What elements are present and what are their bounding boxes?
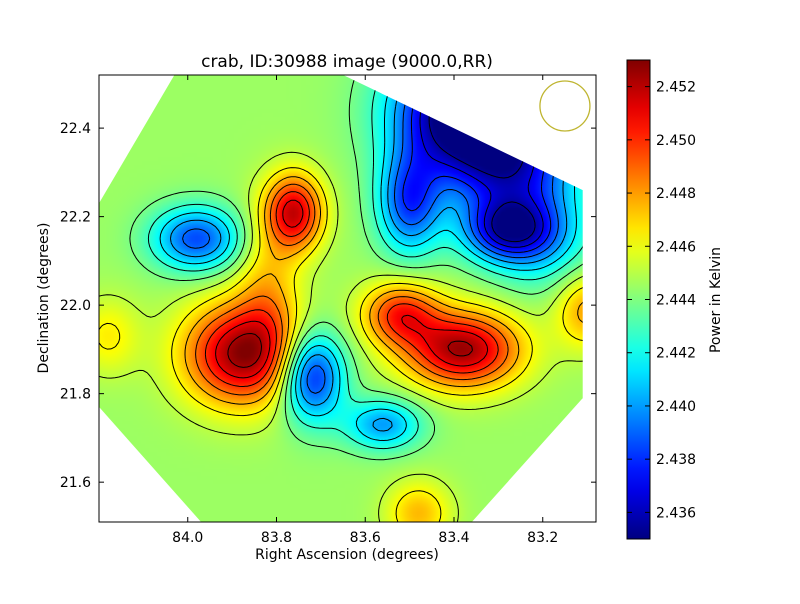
x-axis-label: Right Ascension (degrees) <box>255 547 439 563</box>
y-tick-label: 22.4 <box>60 121 91 137</box>
contour-level-10 <box>184 176 583 405</box>
x-tick-label: 83.8 <box>261 530 292 546</box>
colorbar-ticks: 2.436 2.438 2.440 2.442 2.444 2.446 2.448 2.450… <box>627 80 696 521</box>
contour-level-12 <box>204 191 499 387</box>
contour-level-14 <box>227 333 473 368</box>
colorbar-tick-label: 2.452 <box>656 80 696 96</box>
plot-frame <box>98 74 597 523</box>
y-axis: 21.6 21.8 22.0 22.2 22.4 <box>60 121 596 491</box>
chart-title: crab, ID:30988 image (9000.0,RR) <box>201 52 493 72</box>
contour-level-13 <box>215 199 489 379</box>
x-axis: 84.0 83.8 83.6 83.4 83.2 <box>172 75 558 546</box>
y-tick-label: 22.0 <box>60 298 91 314</box>
x-tick-label: 83.4 <box>438 530 469 546</box>
colorbar-tick-label: 2.448 <box>656 186 696 202</box>
x-tick-label: 83.2 <box>527 530 558 546</box>
colorbar-tick-label: 2.436 <box>656 505 696 521</box>
contour-level-9 <box>99 167 583 522</box>
y-axis-label: Declination (degrees) <box>36 223 52 374</box>
colorbar: 2.436 2.438 2.440 2.442 2.444 2.446 2.448 2.450… <box>626 59 724 540</box>
x-tick-label: 83.6 <box>350 530 381 546</box>
colorbar-tick-label: 2.444 <box>656 293 696 309</box>
y-tick-label: 22.2 <box>60 210 91 226</box>
y-tick-label: 21.8 <box>60 387 91 403</box>
plot-area <box>99 75 583 522</box>
colorbar-tick-label: 2.438 <box>656 452 696 468</box>
colorbar-tick-label: 2.450 <box>656 133 696 149</box>
colorbar-label: Power in Kelvin <box>708 247 724 353</box>
y-tick-label: 21.6 <box>60 475 91 491</box>
colorbar-tick-label: 2.440 <box>656 399 696 415</box>
beam-circle <box>539 80 591 132</box>
contour-level-11 <box>195 183 509 396</box>
contour-level-8 <box>99 151 583 522</box>
colorbar-tick-label: 2.442 <box>656 346 696 362</box>
colorbar-tick-label: 2.446 <box>656 239 696 255</box>
x-tick-label: 84.0 <box>172 530 203 546</box>
